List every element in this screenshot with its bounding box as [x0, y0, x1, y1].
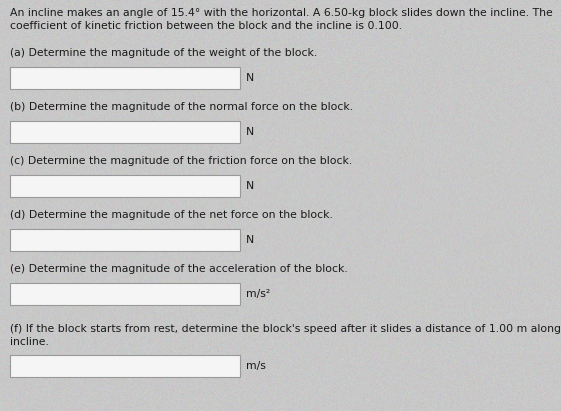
Text: N: N [246, 73, 254, 83]
Text: An incline makes an angle of 15.4° with the horizontal. A 6.50-kg block slides d: An incline makes an angle of 15.4° with … [10, 8, 553, 31]
Text: N: N [246, 127, 254, 137]
Text: (b) Determine the magnitude of the normal force on the block.: (b) Determine the magnitude of the norma… [10, 102, 353, 112]
Text: N: N [246, 181, 254, 191]
Text: m/s²: m/s² [246, 289, 270, 299]
FancyBboxPatch shape [10, 355, 240, 377]
Text: (c) Determine the magnitude of the friction force on the block.: (c) Determine the magnitude of the frict… [10, 156, 352, 166]
Text: (a) Determine the magnitude of the weight of the block.: (a) Determine the magnitude of the weigh… [10, 48, 318, 58]
Text: m/s: m/s [246, 361, 266, 371]
Text: N: N [246, 235, 254, 245]
Text: (e) Determine the magnitude of the acceleration of the block.: (e) Determine the magnitude of the accel… [10, 264, 348, 274]
FancyBboxPatch shape [10, 229, 240, 251]
Text: (d) Determine the magnitude of the net force on the block.: (d) Determine the magnitude of the net f… [10, 210, 333, 220]
FancyBboxPatch shape [10, 283, 240, 305]
FancyBboxPatch shape [10, 67, 240, 89]
Text: (f) If the block starts from rest, determine the block's speed after it slides a: (f) If the block starts from rest, deter… [10, 324, 561, 347]
FancyBboxPatch shape [10, 175, 240, 197]
FancyBboxPatch shape [10, 121, 240, 143]
